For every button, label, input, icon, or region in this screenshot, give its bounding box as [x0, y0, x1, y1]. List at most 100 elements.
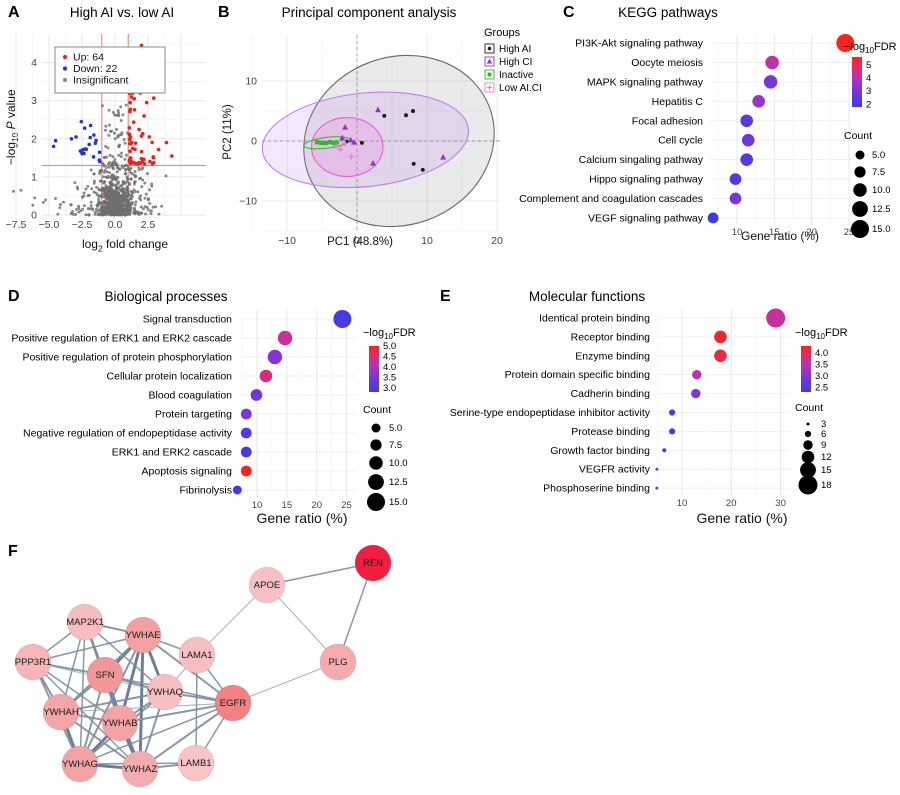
- svg-text:Identical protein binding: Identical protein binding: [539, 313, 650, 325]
- svg-text:18: 18: [821, 480, 832, 491]
- network-node-ppp3r1[interactable]: PPP3R1: [14, 643, 52, 681]
- svg-text:3: 3: [31, 95, 37, 107]
- svg-text:7.5: 7.5: [872, 167, 885, 178]
- network-node-lama1[interactable]: LAMA1: [178, 636, 216, 674]
- svg-text:High CI: High CI: [499, 57, 532, 68]
- svg-text:Apoptosis signaling: Apoptosis signaling: [142, 466, 233, 478]
- svg-text:30: 30: [775, 498, 786, 509]
- ppi-network: REN APOE PLG MAP2K1 YWHAE LAMA1 PPP3R1 SFN YWHAQ…: [14, 544, 392, 788]
- svg-text:Cell cycle: Cell cycle: [658, 135, 703, 147]
- svg-text:Protein domain specific bindin: Protein domain specific binding: [505, 369, 650, 381]
- svg-text:25: 25: [341, 500, 352, 511]
- svg-text:20: 20: [491, 235, 503, 247]
- svg-text:4.0: 4.0: [815, 348, 828, 359]
- svg-text:Count: Count: [363, 404, 391, 416]
- svg-text:6: 6: [821, 429, 826, 440]
- pca-ellipse-high-ai: [303, 54, 495, 228]
- svg-text:Insignificant: Insignificant: [73, 75, 129, 87]
- pca-x-axis-label: PC1 (48.8%): [327, 236, 393, 248]
- network-node-ywhaq[interactable]: YWHAQ: [146, 673, 184, 711]
- bp-x-axis-label: Gene ratio (%): [256, 510, 348, 526]
- network-node-apoe[interactable]: APOE: [248, 566, 286, 604]
- pca-points-inactive: [314, 140, 339, 146]
- svg-text:2: 2: [31, 133, 37, 145]
- network-node-egfr[interactable]: EGFR: [214, 684, 252, 722]
- svg-text:0.0: 0.0: [108, 219, 123, 231]
- svg-text:Focal adhesion: Focal adhesion: [632, 115, 703, 127]
- svg-text:APOE: APOE: [254, 580, 280, 591]
- svg-text:5.0: 5.0: [872, 150, 885, 161]
- svg-text:Cadherin binding: Cadherin binding: [571, 388, 651, 400]
- svg-text:15: 15: [821, 465, 832, 476]
- pca-points-high-ci: [339, 106, 447, 166]
- svg-text:Signal transduction: Signal transduction: [143, 314, 232, 326]
- svg-text:5: 5: [866, 60, 871, 71]
- mf-x-axis-label: Gene ratio (%): [696, 510, 788, 526]
- panel-e-title: Molecular functions: [528, 289, 646, 304]
- network-node-ywhag[interactable]: YWHAG: [61, 745, 99, 783]
- svg-text:Protein targeting: Protein targeting: [155, 409, 232, 421]
- svg-text:25: 25: [844, 227, 855, 238]
- svg-text:Complement and coagulation cas: Complement and coagulation cascades: [519, 193, 703, 205]
- pca-points-low-ai-ci: [333, 140, 355, 160]
- svg-text:10: 10: [245, 76, 257, 88]
- network-node-lamb1[interactable]: LAMB1: [177, 744, 215, 782]
- svg-text:PI3K-Akt signaling pathway: PI3K-Akt signaling pathway: [575, 38, 704, 50]
- svg-text:Up: 64: Up: 64: [73, 52, 104, 64]
- svg-text:2.5: 2.5: [141, 219, 156, 231]
- panel-label-d: D: [8, 288, 20, 305]
- svg-text:1: 1: [31, 171, 37, 183]
- panel-label-e: E: [440, 288, 451, 305]
- svg-text:0: 0: [354, 235, 360, 247]
- volcano-down-points: [51, 119, 102, 164]
- svg-text:0: 0: [31, 210, 37, 222]
- svg-text:15: 15: [769, 227, 780, 238]
- svg-text:Down: 22: Down: 22: [73, 63, 118, 75]
- svg-text:ERK1 and ERK2 cascade: ERK1 and ERK2 cascade: [112, 447, 232, 459]
- svg-text:YWHAE: YWHAE: [126, 630, 161, 641]
- network-node-ywhah[interactable]: YWHAH: [42, 693, 80, 731]
- network-node-ywhae[interactable]: YWHAE: [124, 616, 162, 654]
- svg-text:MAP2K1: MAP2K1: [66, 617, 104, 628]
- svg-text:3.5: 3.5: [815, 359, 828, 370]
- svg-text:2.5: 2.5: [815, 382, 828, 393]
- svg-text:−5.0: −5.0: [39, 219, 60, 231]
- svg-text:Hippo signaling pathway: Hippo signaling pathway: [589, 174, 704, 186]
- panel-label-b: B: [218, 4, 230, 21]
- svg-text:SFN: SFN: [96, 670, 115, 681]
- dotplot-points: [232, 310, 352, 495]
- dotplot-grid: [240, 310, 357, 498]
- svg-text:Inactive: Inactive: [499, 70, 534, 81]
- network-node-plg[interactable]: PLG: [319, 643, 357, 681]
- svg-text:3.5: 3.5: [383, 372, 396, 383]
- network-node-ren[interactable]: REN: [354, 544, 392, 582]
- svg-text:VEGFR activity: VEGFR activity: [579, 464, 651, 476]
- network-node-ywhaz[interactable]: YWHAZ: [121, 750, 159, 788]
- svg-text:15: 15: [282, 500, 293, 511]
- svg-text:−log10FDR: −log10FDR: [363, 327, 416, 341]
- svg-text:MAPK signaling pathway: MAPK signaling pathway: [587, 76, 704, 88]
- dotplot-points: [707, 34, 855, 224]
- panel-b-title: Principal component analysis: [281, 5, 457, 20]
- svg-text:Growth factor binding: Growth factor binding: [550, 445, 650, 457]
- svg-text:Fibrinolysis: Fibrinolysis: [179, 485, 232, 497]
- dotplot-points: [655, 308, 786, 490]
- svg-text:3: 3: [866, 86, 871, 97]
- svg-text:4.0: 4.0: [383, 362, 396, 373]
- svg-text:10.0: 10.0: [389, 458, 408, 469]
- svg-text:0: 0: [251, 136, 257, 148]
- kegg-dotplot: PI3K-Akt signaling pathway Oocyte meiosis…: [519, 34, 897, 238]
- pca-legend: Groups High AI High CI Inactive Low AI.CI: [484, 27, 542, 94]
- svg-text:−10: −10: [278, 235, 296, 247]
- svg-text:Receptor binding: Receptor binding: [571, 331, 651, 343]
- svg-text:−log10FDR: −log10FDR: [844, 41, 897, 55]
- network-node-map2k1[interactable]: MAP2K1: [66, 603, 104, 641]
- svg-text:12: 12: [821, 452, 832, 463]
- bp-dotplot: Signal transduction Positive regulation o…: [11, 310, 416, 511]
- network-node-ywhab[interactable]: YWHAB: [101, 704, 139, 742]
- dotplot-legend: −log10FDR5.04.54.03.53.0Count5.07.510.01…: [363, 327, 416, 511]
- network-node-sfn[interactable]: SFN: [86, 656, 124, 694]
